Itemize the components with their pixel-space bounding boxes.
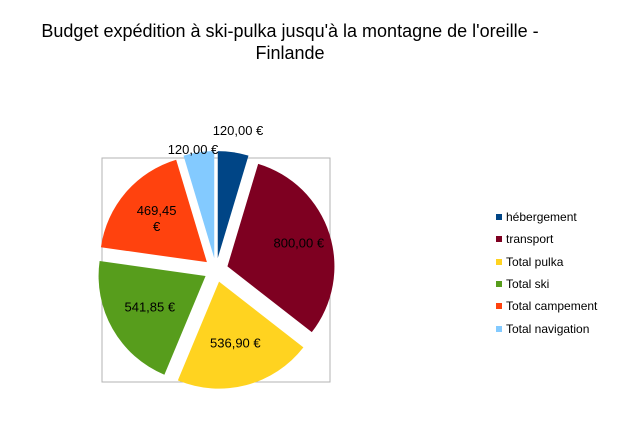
data-label-4: 541,85 € — [124, 300, 175, 315]
legend-label-3: Total pulka — [506, 254, 564, 269]
data-label-1: 120,00 € — [213, 123, 264, 138]
legend-swatch-6 — [496, 325, 502, 332]
legend-label-4: Total ski — [506, 277, 550, 292]
legend-label-2: transport — [506, 232, 554, 247]
legend-label-6: Total navigation — [506, 321, 590, 336]
legend-swatch-1 — [496, 214, 502, 221]
chart-title-line-2: Finlande — [255, 43, 325, 63]
chart-title-line-1: Budget expédition à ski-pulka jusqu'à la… — [41, 21, 539, 41]
legend-item-1: hébergement — [496, 206, 597, 228]
legend-item-5: Total campement — [496, 295, 597, 317]
pie-slice-2 — [227, 163, 335, 333]
legend-item-6: Total navigation — [496, 317, 597, 339]
data-label-3: 536,90 € — [210, 336, 261, 351]
legend-item-4: Total ski — [496, 273, 597, 295]
legend-item-2: transport — [496, 228, 597, 250]
pie-slice-6 — [183, 151, 215, 259]
data-label-5: 469,45 € — [137, 203, 177, 234]
legend-item-3: Total pulka — [496, 251, 597, 273]
legend-swatch-3 — [496, 258, 502, 265]
legend-swatch-4 — [496, 281, 502, 288]
legend-swatch-5 — [496, 303, 502, 310]
legend-swatch-2 — [496, 236, 502, 243]
pie-slice-1 — [217, 151, 249, 259]
legend-label-1: hébergement — [506, 210, 577, 225]
pie-slice-3 — [177, 281, 304, 389]
chart-title: Budget expédition à ski-pulka jusqu'à la… — [0, 20, 580, 64]
legend-label-5: Total campement — [506, 299, 598, 314]
pie-slice-4 — [98, 261, 206, 375]
data-label-2: 800,00 € — [273, 236, 324, 251]
legend: hébergement transport Total pulka Total ski… — [496, 206, 597, 340]
pie-slice-5 — [100, 159, 207, 263]
data-label-6: 120,00 € — [168, 142, 219, 157]
